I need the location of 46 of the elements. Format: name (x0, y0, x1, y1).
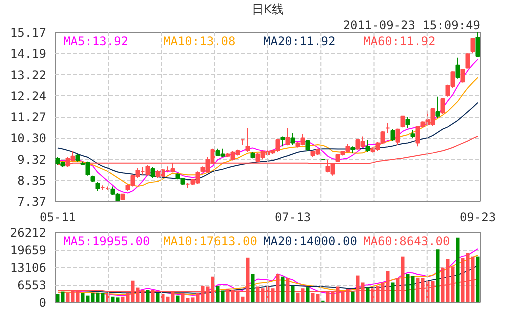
y-tick-label: 15.17 (10, 26, 46, 40)
y-tick-label: 10.30 (10, 132, 46, 146)
text: MA60:8643.00 (364, 234, 450, 248)
text: MA20:14000.00 (264, 234, 358, 248)
y-tick-label: 9.32 (18, 152, 47, 167)
y-tick-label: 13.22 (10, 68, 46, 82)
line-series (58, 264, 478, 294)
line-series (58, 77, 478, 188)
text: MA60:11.92 (364, 34, 436, 48)
text: MA5:19955.00 (64, 234, 150, 248)
bar (281, 276, 285, 302)
bar (476, 256, 480, 302)
x-tick-label: 05-11 (40, 210, 76, 224)
y-tick-label: 19659 (10, 244, 46, 258)
bar (176, 296, 180, 302)
bar (351, 292, 355, 302)
text: MA20:11.92 (264, 34, 336, 48)
y-tick-label: 12.24 (10, 89, 46, 104)
y-tick-label: 26212 (10, 226, 46, 240)
bar (146, 290, 150, 302)
line-series (58, 255, 478, 295)
bar (251, 274, 255, 302)
bar (391, 282, 395, 302)
y-tick-label: 11.27 (10, 110, 46, 124)
y-tick-label: 6553 (18, 278, 47, 292)
y-tick-label: 7.37 (18, 195, 47, 209)
y-tick-label: 8.35 (18, 174, 47, 188)
x-tick-label: 07-13 (274, 210, 312, 224)
bar (306, 288, 310, 302)
line-series (58, 102, 478, 181)
text: MA5:13.92 (64, 34, 129, 48)
bar (366, 288, 370, 302)
bar (456, 238, 460, 302)
y-tick-label: 0 (39, 296, 47, 310)
y-tick-label: 14.19 (10, 47, 46, 62)
x-tick-label: 09-23 (460, 210, 496, 224)
candlestick (120, 194, 126, 200)
line-series (58, 248, 478, 296)
bar (436, 250, 440, 302)
bar (156, 293, 160, 302)
annotation: 2011-09-23 15:09:49 (343, 18, 481, 32)
y-tick-label: 13106 (10, 261, 46, 275)
chart-title: 日K线 (252, 2, 284, 16)
text: MA10:17613.00 (164, 234, 258, 248)
bar (291, 286, 295, 302)
text: MA10:13.08 (164, 34, 236, 48)
